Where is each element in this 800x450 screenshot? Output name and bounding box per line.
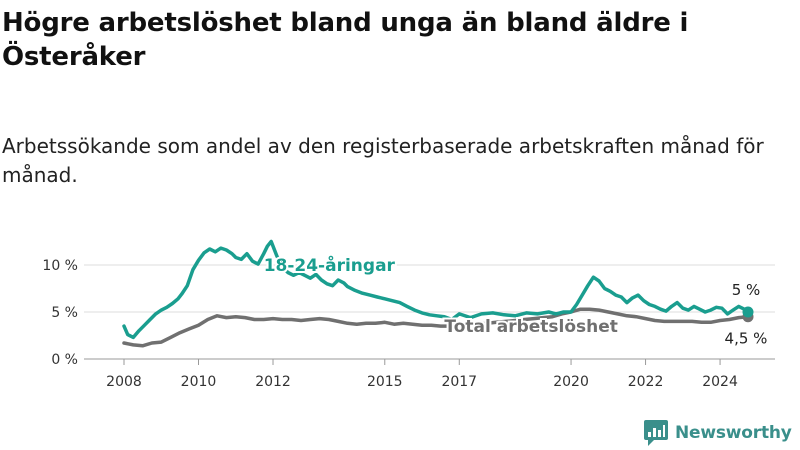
x-axis-ticks: 2008 2010 2012 2015 2017 2020 2022 2024 <box>106 359 738 390</box>
x-tick-label: 2015 <box>367 374 403 390</box>
grid-lines <box>84 264 775 360</box>
series-name-label: 18-24-åringar <box>264 254 396 276</box>
page-title: Högre arbetslöshet bland unga än bland ä… <box>2 8 689 72</box>
series-line-0 <box>122 239 750 340</box>
x-tick-label: 2020 <box>553 374 589 390</box>
x-tick-label: 2022 <box>628 374 664 390</box>
x-tick-label: 2012 <box>255 374 291 390</box>
series-name-label: Total arbetslöshet <box>444 317 618 337</box>
x-tick-label: 2008 <box>106 374 142 390</box>
brand-name: Newsworthy <box>675 423 792 443</box>
newsworthy-logo[interactable]: Newsworthy <box>644 419 792 447</box>
y-tick-label: 10 % <box>42 258 78 274</box>
series-labels: 18-24-åringar Total arbetslöshet 5 % 4,5 % <box>262 252 768 348</box>
series-line-1 <box>122 307 750 348</box>
series-group <box>122 239 754 348</box>
series-end-point-0 <box>742 306 754 318</box>
x-tick-label: 2010 <box>181 374 217 390</box>
x-tick-label: 2024 <box>702 374 738 390</box>
y-axis-ticks: 0 % 5 % 10 % <box>42 258 78 368</box>
bar-chart-logo-icon <box>644 420 668 446</box>
y-tick-label: 5 % <box>51 305 78 321</box>
y-tick-label: 0 % <box>51 352 78 368</box>
series-end-value-label: 5 % <box>732 281 761 299</box>
series-end-value-label: 4,5 % <box>725 330 768 348</box>
x-tick-label: 2017 <box>441 374 477 390</box>
chart-subtitle: Arbetssökande som andel av den registerb… <box>2 134 764 187</box>
